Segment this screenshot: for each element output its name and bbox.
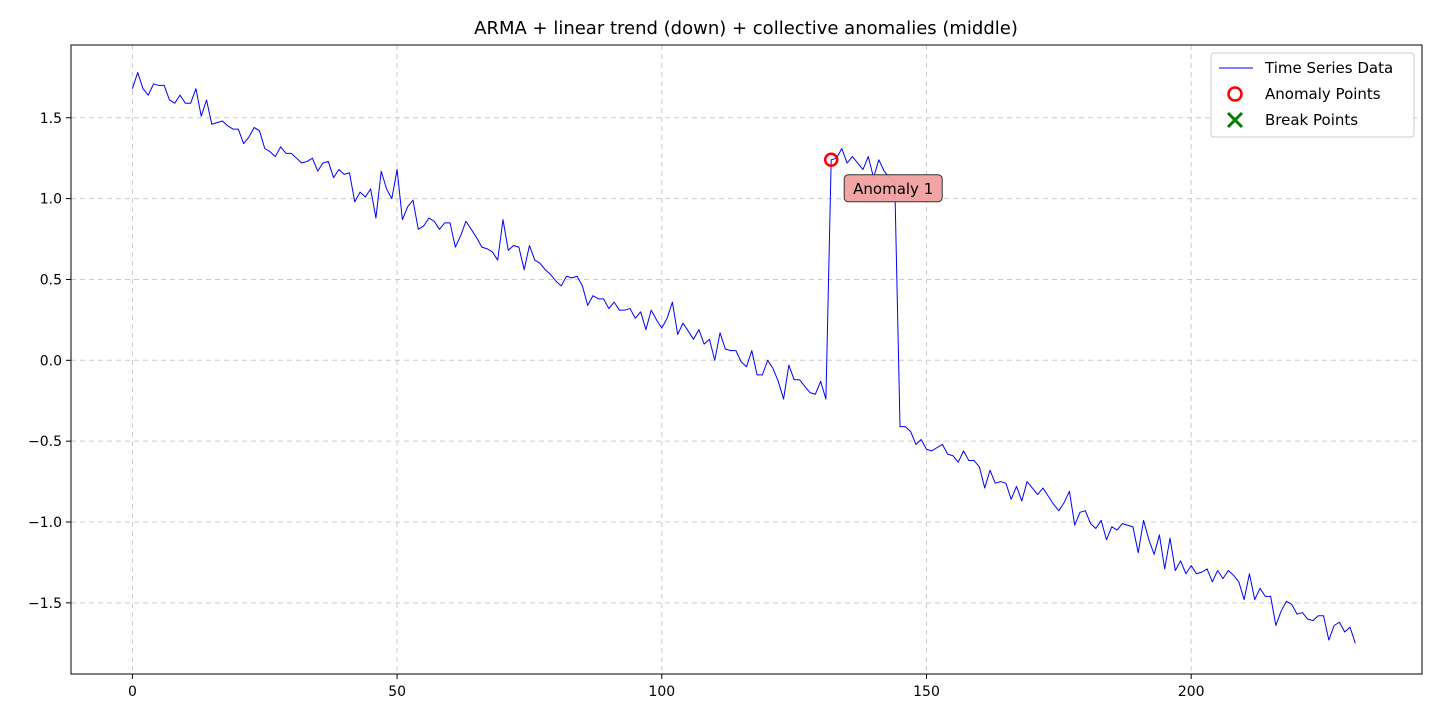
annotation-label: Anomaly 1 [853,180,933,198]
annotation-layer: Anomaly 1 [843,174,943,203]
annotation-box [843,174,943,203]
series-line [131,71,1356,644]
legend: Time Series Data Anomaly Points Break Poin… [1210,52,1415,138]
y-tick-label: 0.0 [40,353,62,369]
grid [71,45,1422,674]
chart-title: ARMA + linear trend (down) + collective … [474,18,1018,39]
marker-layer [823,152,839,168]
x-tick-label: 200 [1178,684,1205,700]
x-tick-label: 150 [913,684,940,700]
anomaly-point [823,152,839,168]
x-tick-label: 0 [128,684,137,700]
x-tick-label: 100 [648,684,675,700]
legend-label-anomaly: Anomaly Points [1265,85,1381,103]
x-tick-label: 50 [388,684,406,700]
y-tick-label: 0.5 [40,272,62,288]
y-tick-label: −1.5 [28,596,62,612]
y-tick-label: 1.0 [40,192,62,208]
legend-break-marker [1226,111,1244,129]
legend-label-break: Break Points [1265,111,1358,129]
legend-label-series: Time Series Data [1264,59,1393,77]
y-tick-label: 1.5 [40,111,62,127]
legend-anomaly-marker [1227,86,1243,102]
ticks: 0 50 100 150 200 −1.5 −1.0 −0.5 0.0 0.5 1.0 1.5 [28,111,1205,700]
y-tick-label: −1.0 [28,515,62,531]
series-layer [131,71,1356,644]
legend-box [1210,52,1415,138]
y-tick-label: −0.5 [28,434,62,450]
plot-frame [70,44,1423,675]
